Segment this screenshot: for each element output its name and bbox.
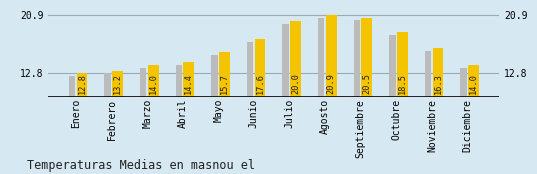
Bar: [433, 48, 444, 166]
Bar: [211, 55, 217, 166]
Bar: [460, 68, 467, 166]
Text: Temperaturas Medias en masnou el: Temperaturas Medias en masnou el: [27, 159, 255, 172]
Text: 20.9: 20.9: [326, 73, 336, 94]
Text: 14.0: 14.0: [469, 73, 478, 94]
Text: 20.0: 20.0: [291, 73, 300, 94]
Bar: [219, 52, 230, 166]
Bar: [353, 21, 360, 166]
Bar: [361, 18, 372, 166]
Bar: [247, 42, 253, 166]
Bar: [290, 21, 301, 166]
Bar: [425, 51, 431, 166]
Text: 14.4: 14.4: [184, 73, 193, 94]
Bar: [184, 62, 194, 166]
Bar: [282, 24, 289, 166]
Text: 18.5: 18.5: [398, 73, 407, 94]
Bar: [69, 76, 75, 166]
Text: 14.0: 14.0: [149, 73, 158, 94]
Bar: [77, 73, 88, 166]
Bar: [255, 39, 265, 166]
Bar: [148, 65, 158, 166]
Bar: [112, 71, 123, 166]
Bar: [140, 68, 147, 166]
Text: 16.3: 16.3: [433, 73, 442, 94]
Text: 20.5: 20.5: [362, 73, 371, 94]
Bar: [104, 73, 111, 166]
Bar: [176, 65, 182, 166]
Text: 15.7: 15.7: [220, 73, 229, 94]
Text: 17.6: 17.6: [256, 73, 265, 94]
Text: 13.2: 13.2: [113, 73, 122, 94]
Text: 12.8: 12.8: [77, 73, 86, 94]
Bar: [326, 15, 337, 166]
Bar: [318, 18, 324, 166]
Bar: [389, 35, 396, 166]
Bar: [397, 32, 408, 166]
Bar: [468, 65, 479, 166]
